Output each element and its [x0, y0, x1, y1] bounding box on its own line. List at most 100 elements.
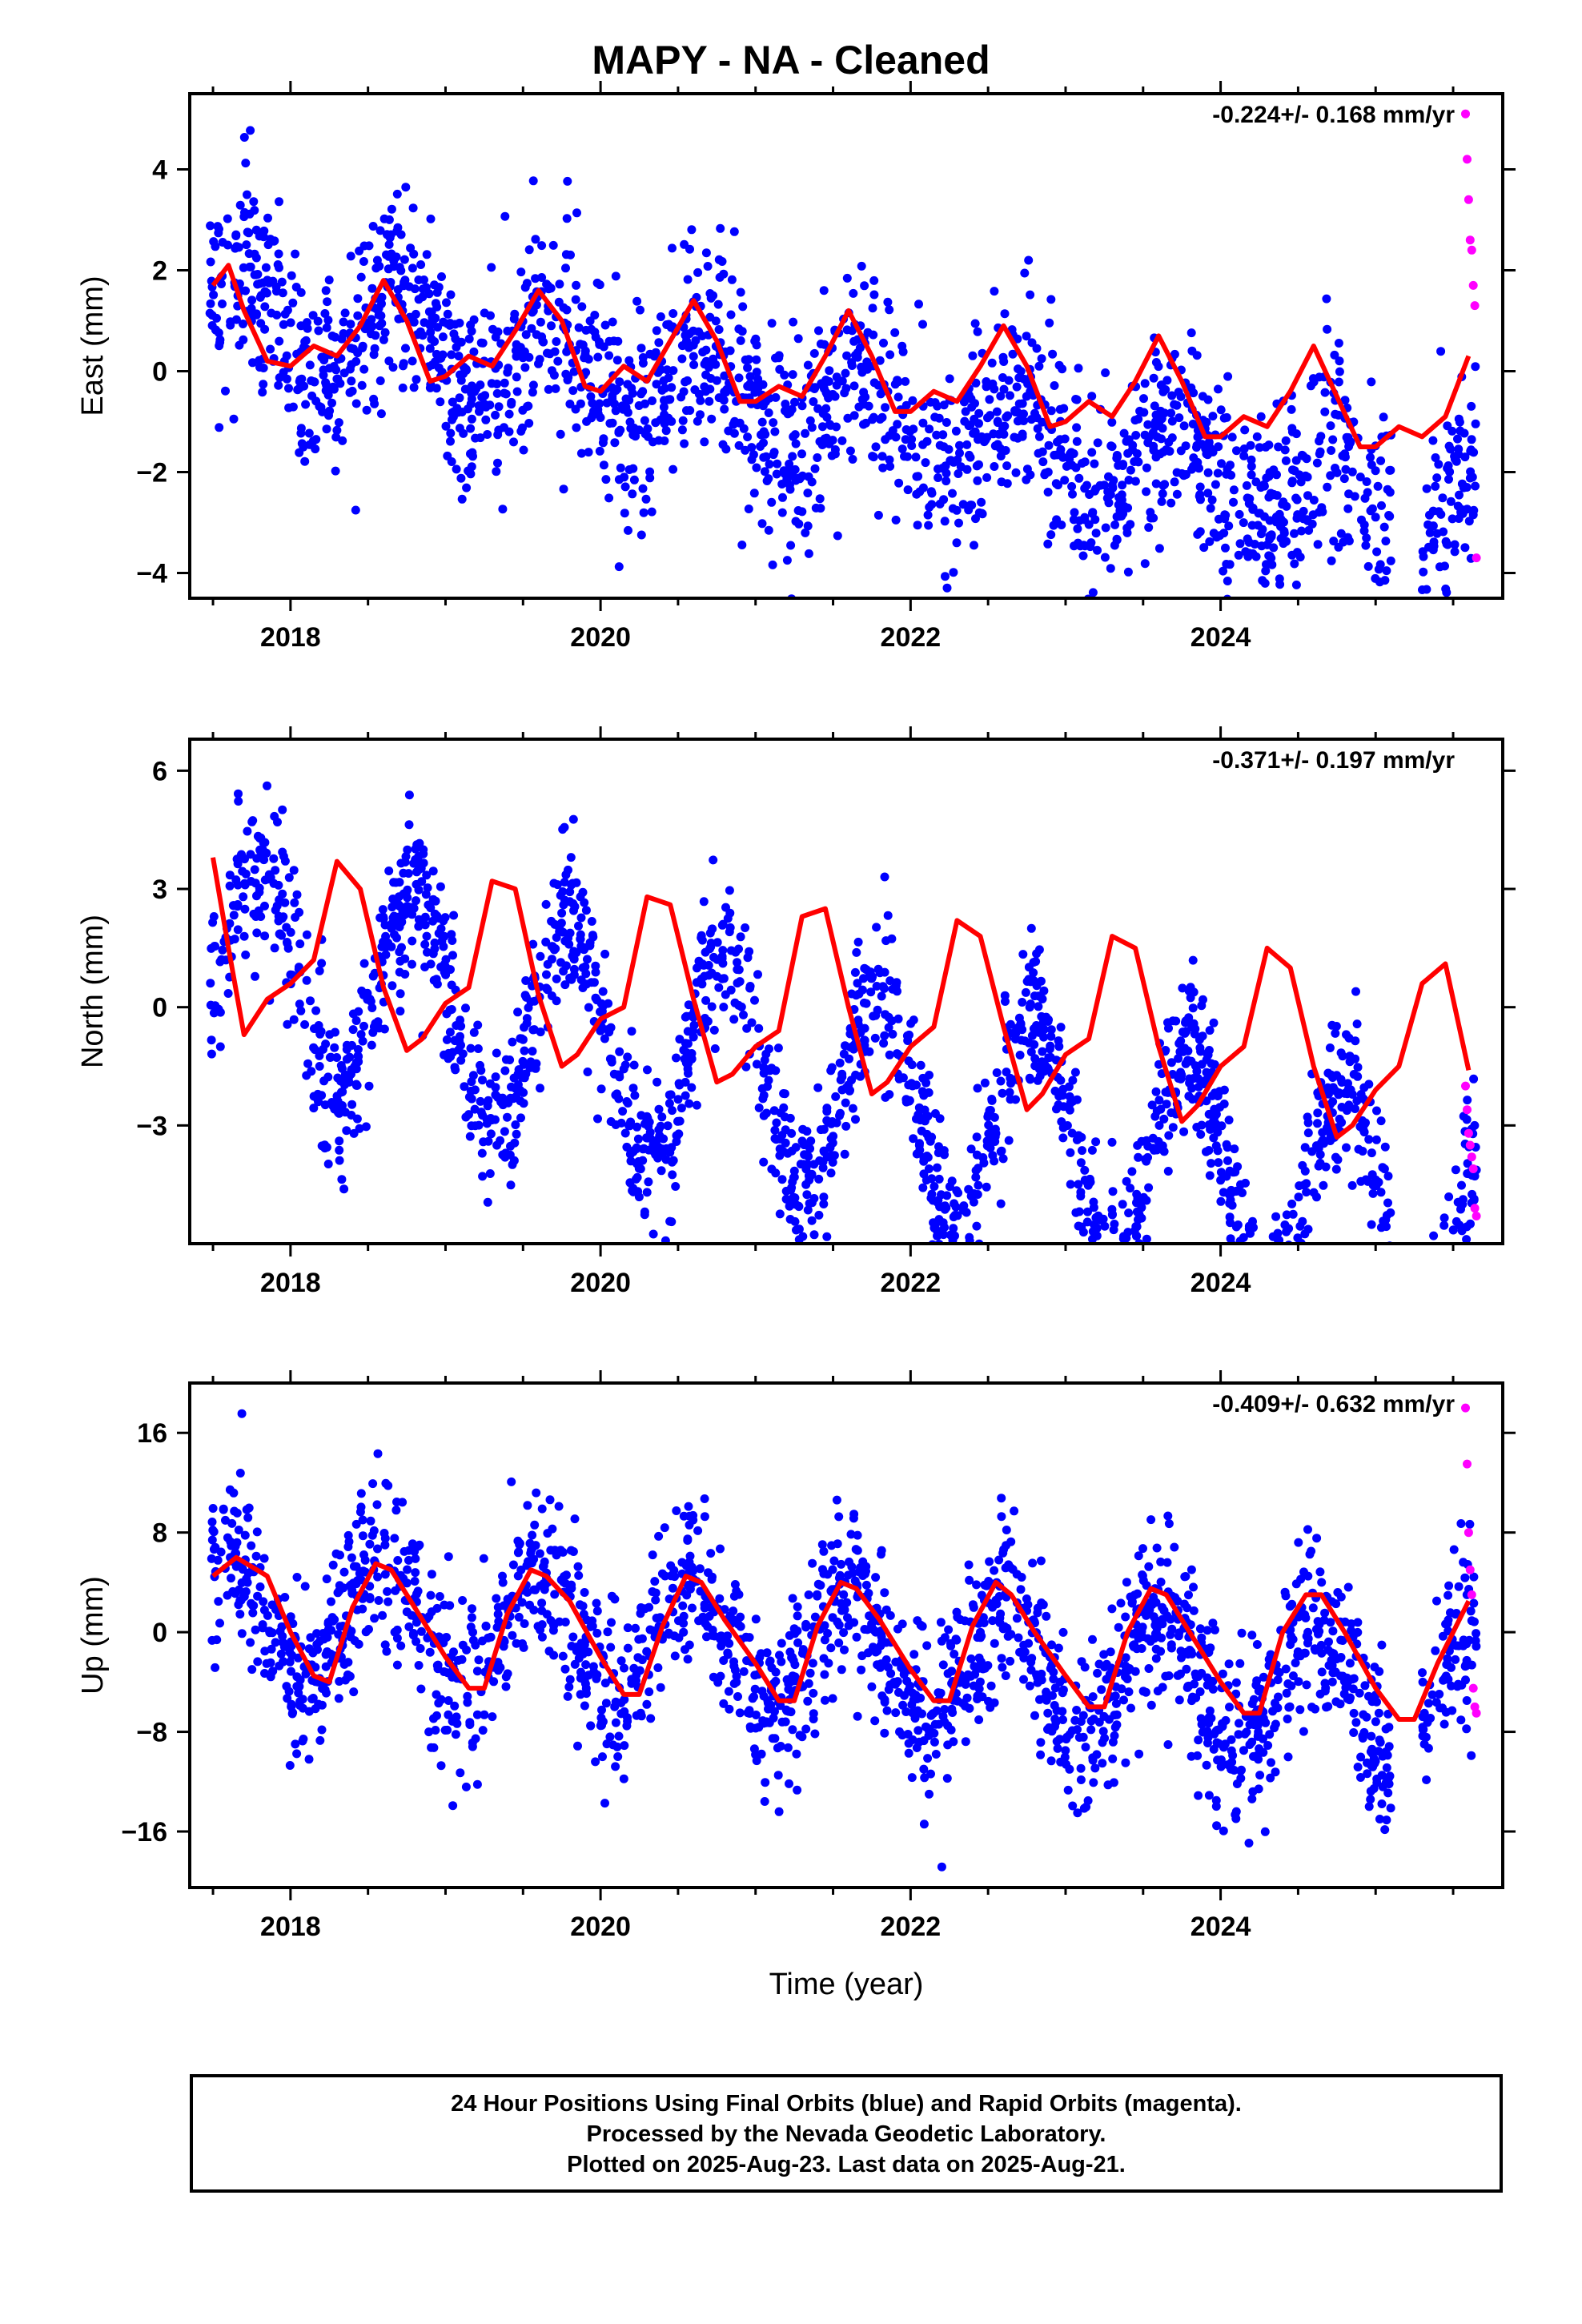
north-final-point [234, 789, 243, 798]
north-final-point [699, 897, 709, 907]
east-final-point [614, 475, 624, 485]
north-final-point [918, 1183, 928, 1192]
up-final-point [616, 1698, 626, 1707]
east-final-point [534, 359, 543, 368]
east-final-point [939, 400, 949, 410]
north-final-point [1002, 1068, 1011, 1077]
north-final-point [255, 887, 264, 897]
east-final-point [464, 334, 474, 344]
east-final-point [500, 423, 508, 432]
north-final-point [883, 911, 893, 920]
north-final-point [403, 845, 412, 854]
up-final-point [1383, 1788, 1393, 1798]
up-final-point [1451, 1655, 1460, 1664]
east-final-point [574, 323, 584, 332]
north-final-point [1166, 1058, 1176, 1068]
east-final-point [309, 377, 319, 387]
north-final-point [1046, 1041, 1055, 1051]
up-final-point [1042, 1611, 1051, 1621]
north-final-point [1076, 1158, 1086, 1168]
east-final-point [1033, 424, 1042, 433]
north-final-point [349, 1128, 359, 1138]
east-final-point [707, 414, 717, 424]
up-final-point [846, 1530, 856, 1539]
east-final-point [370, 399, 379, 408]
north-final-point [593, 1114, 602, 1124]
east-final-point [493, 327, 503, 336]
east-final-point [1438, 493, 1447, 503]
north-final-point [1098, 1252, 1107, 1261]
north-final-point [807, 1198, 817, 1208]
east-final-point [1430, 615, 1439, 624]
north-final-point [1456, 1204, 1465, 1214]
north-final-point [315, 1051, 324, 1060]
up-final-point [1216, 1762, 1226, 1771]
east-final-point [582, 416, 592, 426]
east-y-tick-label: −4 [136, 559, 167, 589]
east-final-point [1071, 463, 1081, 472]
north-final-point [251, 912, 261, 921]
north-final-point [399, 868, 408, 878]
north-final-point [1122, 1269, 1131, 1278]
east-final-point [696, 410, 705, 420]
east-final-point [572, 423, 581, 432]
east-final-point [966, 452, 975, 462]
east-final-point [520, 363, 530, 372]
up-final-point [761, 1778, 770, 1787]
east-final-point [623, 380, 632, 389]
north-final-point [387, 903, 397, 912]
north-final-point [574, 921, 583, 931]
east-final-point [305, 360, 315, 370]
north-final-point [319, 1044, 327, 1054]
north-final-point [1088, 1234, 1097, 1244]
north-final-point [673, 1095, 683, 1104]
east-final-point [999, 384, 1009, 394]
east-final-point [467, 327, 476, 336]
north-final-point [552, 933, 561, 943]
north-final-point [1252, 1273, 1261, 1282]
east-final-point [509, 314, 519, 324]
east-final-point [1443, 461, 1453, 470]
north-final-point [1142, 1234, 1151, 1244]
east-final-point [962, 440, 972, 449]
east-final-point [384, 215, 394, 224]
up-final-point [365, 1539, 375, 1549]
east-final-point [322, 323, 331, 332]
east-final-point [1102, 493, 1112, 503]
east-final-point [259, 380, 268, 389]
east-final-point [357, 380, 367, 390]
north-final-point [587, 917, 596, 926]
north-final-point [361, 1122, 371, 1132]
east-final-point [1251, 552, 1261, 561]
north-final-point [618, 1107, 628, 1116]
north-final-point [988, 1258, 997, 1267]
north-final-point [866, 974, 876, 983]
up-final-point [1054, 1643, 1063, 1653]
north-final-point [604, 1027, 614, 1037]
up-final-point [715, 1594, 725, 1603]
east-final-point [990, 287, 999, 296]
east-final-point [744, 505, 753, 513]
north-final-point [1423, 1309, 1432, 1318]
east-rapid-orbits-points [1461, 109, 1481, 563]
east-final-point [1070, 508, 1079, 517]
north-final-point [1328, 1097, 1338, 1107]
east-final-point [1329, 537, 1339, 546]
up-final-point [679, 1618, 689, 1628]
north-final-point [1147, 1100, 1157, 1110]
east-final-point [1130, 476, 1140, 486]
up-final-point [1028, 1558, 1038, 1568]
north-final-point [819, 1200, 829, 1208]
north-final-point [1429, 1317, 1438, 1326]
east-final-point [1296, 477, 1306, 487]
north-final-point [531, 1063, 540, 1073]
east-final-point [1367, 377, 1376, 387]
east-final-point [1326, 421, 1335, 431]
east-final-point [437, 272, 446, 281]
east-final-point [1373, 481, 1383, 491]
up-final-point [528, 1530, 537, 1540]
north-final-point [1132, 1198, 1141, 1208]
north-final-point [718, 959, 728, 968]
east-final-point [893, 376, 902, 385]
east-final-point [412, 375, 421, 384]
